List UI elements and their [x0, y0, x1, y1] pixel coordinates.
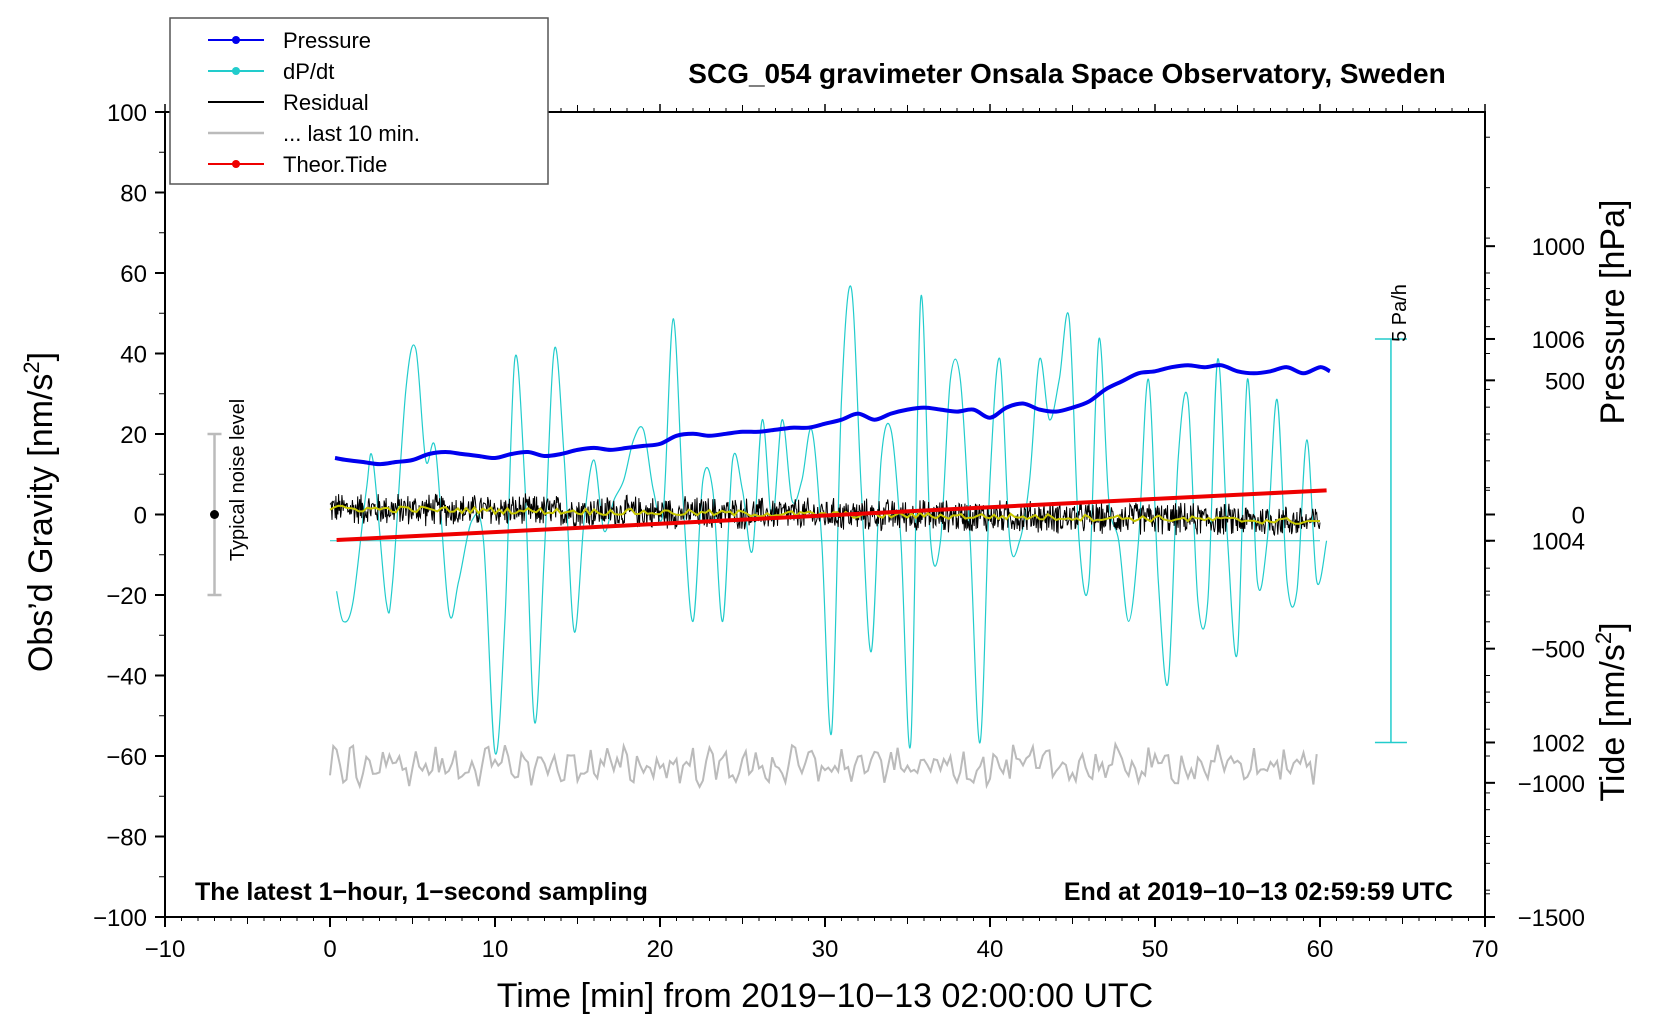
- x-tick-label: 0: [323, 936, 336, 963]
- legend: Pressure dP/dt Residual ... last 10 min. The…: [169, 17, 549, 185]
- legend-label: ... last 10 min.: [283, 121, 420, 146]
- noise-level-label: Typical noise level: [227, 399, 249, 561]
- series-residual: [329, 493, 1321, 537]
- tide-tick-label: 500: [1545, 368, 1585, 395]
- y-tick-label: 40: [120, 342, 147, 369]
- tide-tick-label: −1000: [1518, 771, 1585, 798]
- x-axis-title: Time [min] from 2019−10−13 02:00:00 UTC: [497, 977, 1153, 1015]
- y-axis-title-tide-sup: 2: [1591, 632, 1616, 644]
- annotation-right: End at 2019−10−13 02:59:59 UTC: [1064, 878, 1453, 906]
- y-tick-label: −40: [106, 664, 147, 691]
- legend-items: Pressure dP/dt Residual ... last 10 min. The…: [208, 28, 420, 177]
- legend-marker: [232, 36, 240, 44]
- y-tick-label: −80: [106, 825, 147, 852]
- annotation-left: The latest 1−hour, 1−second sampling: [195, 878, 648, 906]
- y-tick-label: 100: [107, 100, 147, 127]
- series-dpdt: [336, 285, 1328, 755]
- y-tick-label: 0: [134, 503, 147, 530]
- legend-label: Theor.Tide: [283, 152, 387, 177]
- y-tick-label: 60: [120, 261, 147, 288]
- y-tick-label: 80: [120, 181, 147, 208]
- x-tick-label: 10: [482, 936, 509, 963]
- y-axis-title-gravity-text: Obs’d Gravity [nm/s: [22, 374, 60, 673]
- x-tick-label: 40: [977, 936, 1004, 963]
- x-tick-label: 30: [812, 936, 839, 963]
- tide-tick-label: 1000: [1532, 234, 1585, 261]
- series-theor-tide: [336, 488, 1327, 542]
- y-axis-title-pressure: Pressure [hPa]: [1594, 200, 1632, 425]
- tide-tick-label: 0: [1572, 503, 1585, 530]
- legend-marker: [232, 67, 240, 75]
- x-tick-label: 70: [1472, 936, 1499, 963]
- y-axis-title-gravity-end: ]: [22, 352, 60, 361]
- legend-label: Residual: [283, 90, 369, 115]
- pressure-tick-label: 1006: [1532, 327, 1585, 354]
- y-tick-label: −60: [106, 744, 147, 771]
- noise-bar-center: [210, 510, 219, 519]
- series-pressure: [334, 363, 1331, 467]
- y-axis-title-tide: Tide [nm/s2]: [1591, 622, 1632, 801]
- series-residual-smoothed: [329, 504, 1321, 525]
- legend-label: Pressure: [283, 28, 371, 53]
- tick-layer: −10 0 10 20 30 40 50 60 70100806040200−20−40−60−…: [93, 100, 1585, 963]
- tide-tick-label: −1500: [1518, 905, 1585, 932]
- series-layer: [207, 285, 1407, 790]
- dpdt-scale-label: 5 Pa/h: [1389, 284, 1411, 342]
- pressure-tick-label: 1002: [1532, 730, 1585, 757]
- y-tick-label: 20: [120, 422, 147, 449]
- y-tick-label: −20: [106, 583, 147, 610]
- pressure-tick-label: 1004: [1532, 529, 1585, 556]
- x-tick-label: 50: [1142, 936, 1169, 963]
- x-tick-label: −10: [145, 936, 186, 963]
- series-last-10-min: [329, 740, 1318, 790]
- y-axis-title-tide-end: ]: [1594, 622, 1632, 631]
- y-tick-label: −100: [93, 905, 147, 932]
- x-tick-label: 60: [1307, 936, 1334, 963]
- y-axis-title-gravity: Obs’d Gravity [nm/s2]: [19, 352, 60, 672]
- x-tick-label: 20: [647, 936, 674, 963]
- tide-tick-label: −500: [1531, 637, 1585, 664]
- legend-marker: [232, 160, 240, 168]
- chart-title: SCG_054 gravimeter Onsala Space Observat…: [688, 58, 1445, 89]
- y-axis-title-gravity-sup: 2: [19, 361, 44, 373]
- legend-label: dP/dt: [283, 59, 334, 84]
- y-axis-title-tide-text: Tide [nm/s: [1594, 644, 1632, 801]
